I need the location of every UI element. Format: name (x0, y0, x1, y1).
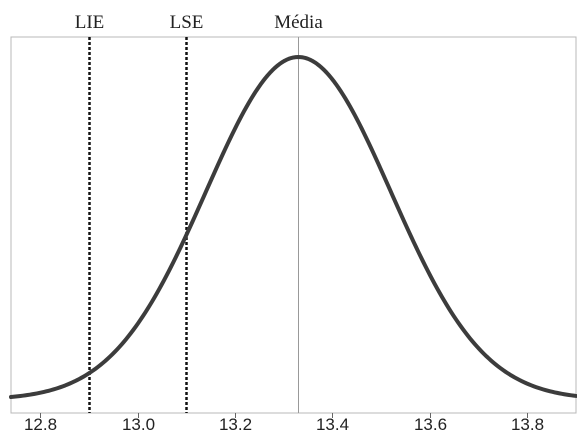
x-axis: 12.8 13.0 13.2 13.4 13.6 13.8 (24, 413, 544, 433)
x-tick-label: 12.8 (24, 415, 57, 433)
x-tick-label: 13.2 (219, 415, 252, 433)
x-tick-label: 13.8 (511, 415, 544, 433)
plot-frame (10, 36, 577, 414)
x-tick-label: 13.0 (122, 415, 155, 433)
reference-lines: LIE LSE Média (75, 12, 323, 413)
normal-curve (9, 55, 577, 399)
x-tick-label: 13.4 (316, 415, 349, 433)
reference-label-media: Média (274, 12, 323, 33)
reference-label-lie: LIE (75, 12, 105, 33)
x-tick-label: 13.6 (414, 415, 447, 433)
reference-label-lse: LSE (170, 12, 204, 33)
